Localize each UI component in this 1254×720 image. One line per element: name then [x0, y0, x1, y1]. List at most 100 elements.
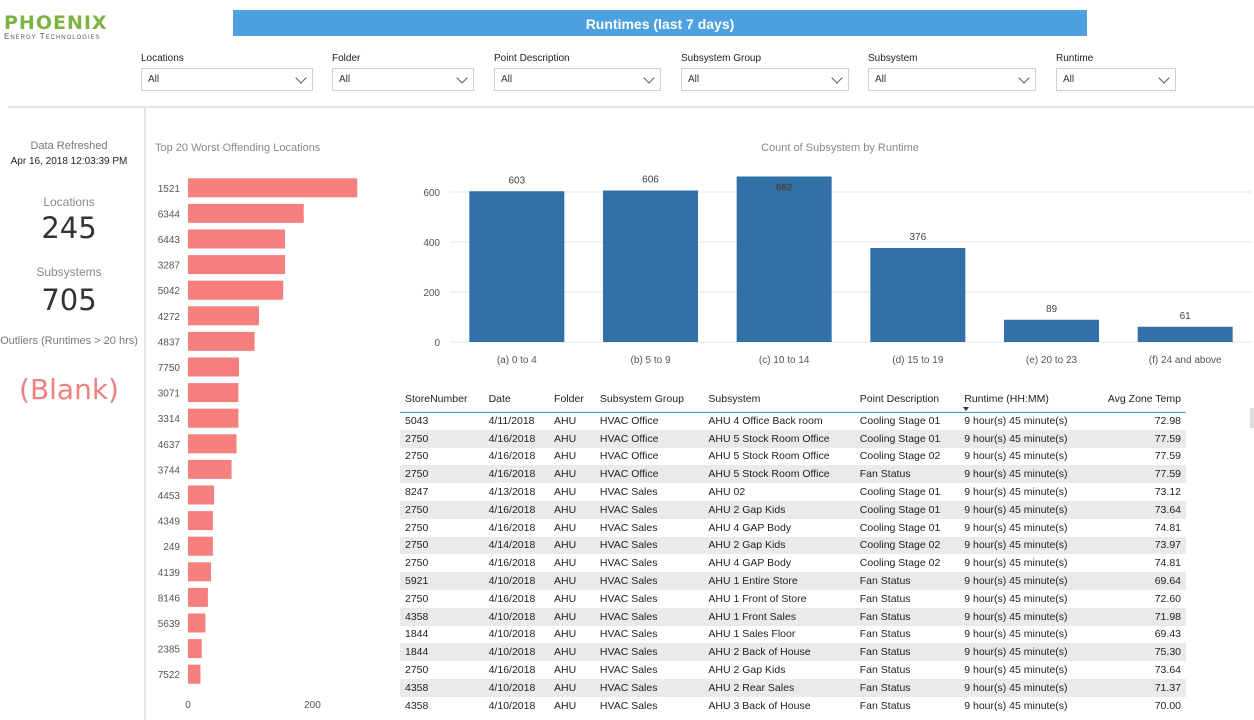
table-row[interactable]: 2750 4/16/2018 AHU HVAC Sales AHU 4 GAP Body…	[400, 554, 1186, 572]
runtime-bar[interactable]	[469, 191, 565, 342]
table-cell: Fan Status	[859, 664, 911, 677]
col-folder-header[interactable]: Folder	[549, 386, 595, 413]
col-avg-zone-temp-header[interactable]: Avg Zone Temp	[1089, 386, 1186, 413]
location-bar[interactable]	[188, 664, 201, 684]
table-cell: 9 hour(s) 45 minute(s)	[959, 465, 1090, 484]
table-cell: AHU	[554, 450, 577, 463]
table-row[interactable]: 8247 4/13/2018 AHU HVAC Sales AHU 02 Cooling …	[400, 483, 1186, 501]
table-cell: 9 hour(s) 45 minute(s)	[959, 429, 1090, 448]
location-bar[interactable]	[188, 587, 208, 607]
runtime-bar[interactable]	[736, 176, 832, 343]
table-cell: HVAC Sales	[594, 607, 704, 626]
table-cell: 1844	[405, 628, 429, 641]
location-bar[interactable]	[188, 280, 284, 300]
col-runtime-header[interactable]: Runtime (HH:MM)	[959, 386, 1090, 413]
table-cell: Cooling Stage 02	[859, 450, 941, 463]
col-date-header[interactable]: Date	[483, 386, 550, 413]
category-label: 4637	[158, 440, 181, 451]
table-row[interactable]: 1844 4/10/2018 AHU HVAC Sales AHU 2 Back of …	[400, 643, 1186, 662]
table-scrollbar[interactable]	[1250, 408, 1254, 428]
filter-subsystem: Subsystem All	[868, 52, 1036, 91]
location-bar[interactable]	[188, 357, 240, 377]
location-bar[interactable]	[188, 485, 215, 505]
table-cell: AHU	[554, 699, 577, 712]
dropdown-value: All	[688, 74, 700, 85]
table-row[interactable]: 2750 4/16/2018 AHU HVAC Office AHU 5 Stock R…	[400, 429, 1186, 448]
table-row[interactable]: 2750 4/16/2018 AHU HVAC Sales AHU 4 GAP Body…	[400, 519, 1186, 537]
table-row[interactable]: 4358 4/10/2018 AHU HVAC Sales AHU 1 Front Sa…	[400, 607, 1186, 626]
table-cell: HVAC Sales	[594, 643, 704, 662]
table-cell: 9 hour(s) 45 minute(s)	[964, 486, 1068, 499]
location-bar[interactable]	[188, 613, 206, 633]
runtime-bar[interactable]	[603, 190, 698, 343]
point-description-dropdown[interactable]: All	[494, 68, 661, 91]
runtime-bar[interactable]	[1004, 319, 1099, 342]
folder-dropdown[interactable]: All	[332, 68, 474, 91]
table-cell: 4358	[405, 699, 429, 712]
location-bar[interactable]	[188, 331, 255, 351]
col-subsystem-header[interactable]: Subsystem	[703, 386, 855, 413]
location-bar[interactable]	[188, 178, 358, 198]
location-bar[interactable]	[188, 434, 237, 454]
table-row[interactable]: 2750 4/16/2018 AHU HVAC Sales AHU 2 Gap Kids…	[400, 661, 1186, 679]
subsystem-dropdown[interactable]: All	[868, 68, 1036, 91]
table-row[interactable]: 1844 4/10/2018 AHU HVAC Sales AHU 1 Sales Fl…	[400, 626, 1186, 644]
locations-dropdown[interactable]: All	[141, 68, 313, 91]
table-row[interactable]: 2750 4/16/2018 AHU HVAC Office AHU 5 Stock R…	[400, 448, 1186, 466]
filter-folder: Folder All	[332, 52, 474, 91]
sort-descending-icon[interactable]	[963, 406, 970, 411]
location-bar[interactable]	[188, 255, 286, 275]
table-cell: 9 hour(s) 45 minute(s)	[964, 450, 1068, 463]
table-cell: HVAC Sales	[599, 486, 658, 499]
table-cell: 74.81	[1154, 557, 1181, 570]
location-bar[interactable]	[188, 562, 212, 582]
runtime-bar[interactable]	[870, 248, 966, 342]
category-label: 4837	[158, 337, 181, 348]
table-cell: 9 hour(s) 45 minute(s)	[959, 500, 1090, 519]
location-bar[interactable]	[188, 511, 213, 531]
table-cell: HVAC Office	[594, 465, 704, 484]
location-bar[interactable]	[188, 639, 202, 659]
y-tick-label: 200	[423, 288, 440, 299]
table-cell: 72.60	[1154, 592, 1181, 605]
location-bar[interactable]	[188, 459, 232, 479]
category-label: 5042	[158, 286, 181, 297]
col-store-number-header[interactable]: StoreNumber	[400, 386, 484, 413]
table-cell: AHU 2 Gap Kids	[703, 500, 855, 519]
table-cell: HVAC Sales	[599, 699, 658, 712]
table-row[interactable]: 5043 4/11/2018 AHU HVAC Office AHU 4 Office …	[400, 412, 1186, 430]
table-cell: AHU	[554, 557, 577, 570]
col-point-description-header[interactable]: Point Description	[854, 386, 960, 413]
dropdown-value: All	[875, 74, 887, 85]
table-row[interactable]: 2750 4/14/2018 AHU HVAC Sales AHU 2 Gap Kids…	[400, 536, 1186, 555]
table-row[interactable]: 4358 4/10/2018 AHU HVAC Sales AHU 2 Rear Sal…	[400, 678, 1186, 697]
table-cell: 4/16/2018	[488, 521, 536, 534]
location-bar[interactable]	[188, 306, 259, 326]
filter-label: Locations	[141, 53, 184, 64]
table-cell: HVAC Sales	[594, 572, 704, 590]
filter-label: Subsystem	[868, 53, 918, 64]
table-cell: HVAC Sales	[599, 592, 658, 605]
location-bar[interactable]	[188, 536, 213, 556]
chevron-down-icon	[1018, 72, 1030, 84]
runtime-dropdown[interactable]: All	[1056, 68, 1176, 91]
location-bar[interactable]	[188, 203, 304, 223]
table-row[interactable]: 5921 4/10/2018 AHU HVAC Sales AHU 1 Entire S…	[400, 572, 1186, 590]
table-cell: 2750	[400, 500, 484, 519]
table-cell: AHU	[549, 500, 595, 519]
table-row[interactable]: 2750 4/16/2018 AHU HVAC Sales AHU 1 Front of…	[400, 590, 1186, 608]
runtime-bar[interactable]	[1137, 326, 1233, 342]
category-label: 3744	[158, 465, 181, 476]
table-row[interactable]: 2750 4/16/2018 AHU HVAC Office AHU 5 Stock R…	[400, 465, 1186, 484]
table-cell: Cooling Stage 01	[859, 415, 941, 428]
location-bar[interactable]	[188, 229, 286, 249]
table-cell: 72.98	[1154, 415, 1181, 428]
location-bar[interactable]	[188, 408, 239, 428]
table-row[interactable]: 2750 4/16/2018 AHU HVAC Sales AHU 2 Gap Kids…	[400, 500, 1186, 519]
category-label: 4349	[158, 517, 181, 528]
subsystem-group-dropdown[interactable]: All	[681, 68, 849, 91]
table-cell: Fan Status	[854, 465, 960, 484]
col-subsystem-group-header[interactable]: Subsystem Group	[594, 386, 704, 413]
location-bar[interactable]	[188, 383, 239, 403]
table-row[interactable]: 4358 4/10/2018 AHU HVAC Sales AHU 3 Back of …	[400, 697, 1186, 715]
